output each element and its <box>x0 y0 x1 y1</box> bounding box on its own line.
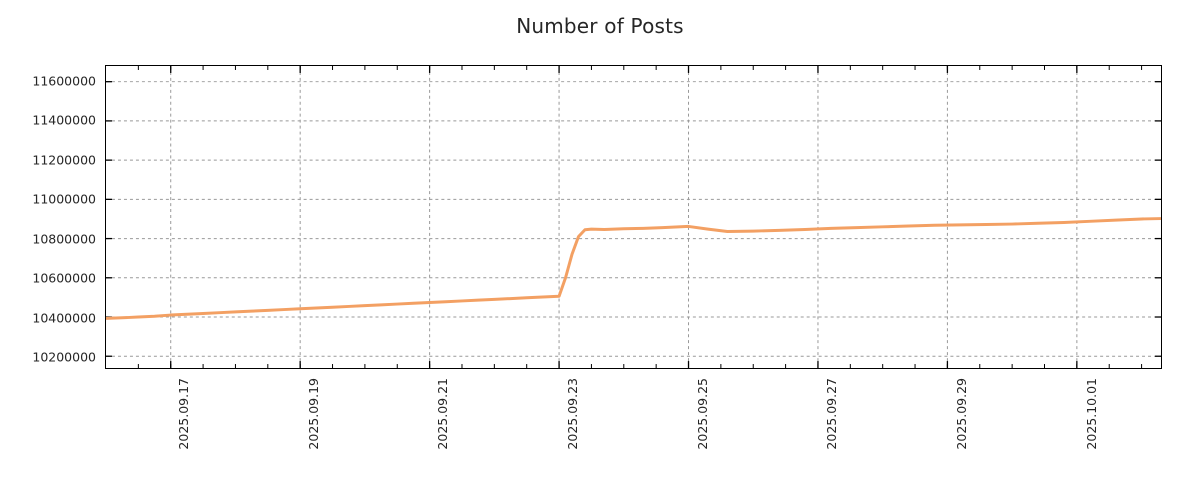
x-tick-label: 2025.09.17 <box>175 378 191 450</box>
x-tick-label: 2025.09.25 <box>694 378 710 450</box>
data-series-layer <box>105 217 1162 320</box>
y-tick-label: 11200000 <box>32 152 96 168</box>
page-title: Number of Posts <box>516 14 684 38</box>
y-tick-label: 11400000 <box>32 112 96 128</box>
y-axis-tick-labels: 10200000 10400000 10600000 10800000 11000000… <box>0 0 96 500</box>
x-tick-label: 2025.09.21 <box>435 378 451 450</box>
x-tick-label: 2025.09.29 <box>954 378 969 450</box>
x-tick-label: 2025.10.01 <box>1083 378 1099 450</box>
y-tick-label: 11000000 <box>32 191 96 207</box>
y-tick-label: 10200000 <box>32 349 96 365</box>
x-tick-label: 2025.09.27 <box>824 378 840 450</box>
y-tick-label: 10800000 <box>32 231 96 247</box>
x-tick-label: 2025.09.23 <box>564 378 580 450</box>
y-tick-label: 11600000 <box>32 73 96 89</box>
y-tick-label: 10600000 <box>32 270 96 286</box>
plot-area <box>105 65 1162 369</box>
x-tick-label: 2025.09.19 <box>305 378 321 450</box>
data-line-series-0 <box>105 217 1162 320</box>
gridlines <box>106 66 1161 368</box>
y-tick-label: 10400000 <box>32 310 96 326</box>
